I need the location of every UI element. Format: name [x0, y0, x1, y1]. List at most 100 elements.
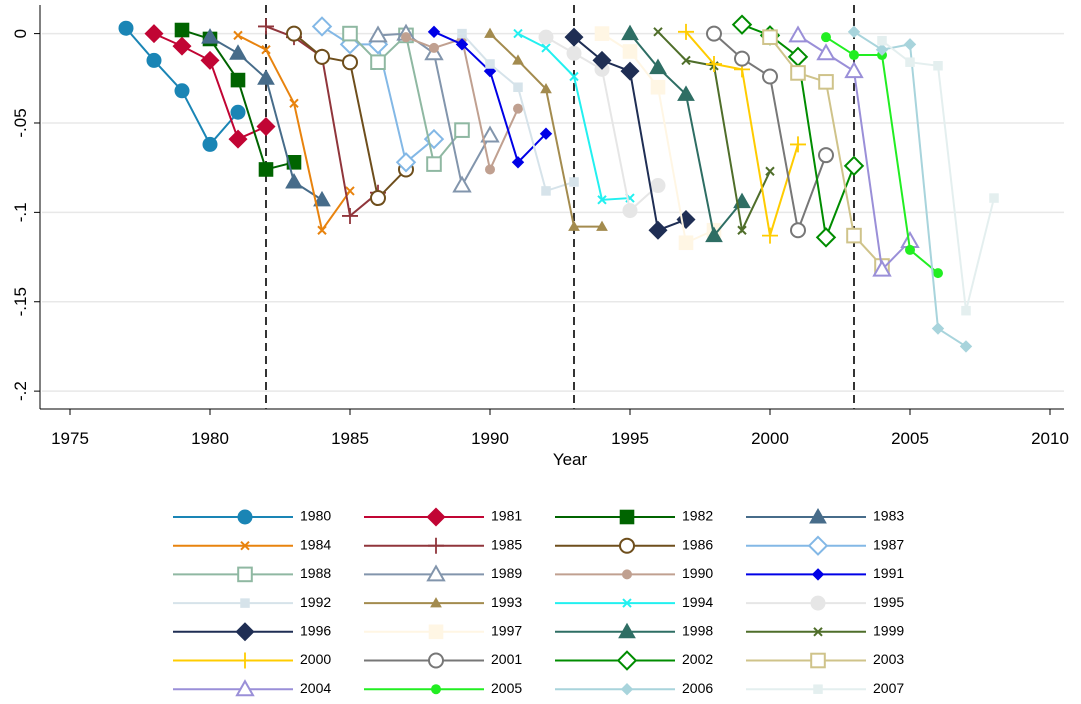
legend-label: 2001 — [491, 651, 522, 667]
marker — [513, 103, 523, 114]
legend-label: 1989 — [491, 565, 522, 581]
marker — [541, 43, 551, 53]
marker — [174, 22, 190, 38]
marker — [989, 193, 999, 203]
marker — [706, 25, 722, 42]
legend-marker — [616, 650, 638, 671]
marker — [201, 28, 219, 44]
marker — [541, 186, 551, 196]
marker — [677, 85, 695, 101]
legend-label: 1998 — [682, 623, 713, 639]
marker — [737, 225, 747, 235]
marker — [314, 48, 330, 65]
marker — [311, 16, 333, 37]
legend-marker — [619, 537, 635, 554]
marker — [172, 36, 192, 56]
marker — [395, 152, 417, 173]
legend-label: 1992 — [300, 594, 331, 610]
marker — [342, 207, 358, 224]
marker — [370, 190, 386, 207]
marker — [457, 28, 467, 39]
marker — [705, 226, 723, 243]
marker — [903, 38, 917, 51]
x-axis-title: Year — [553, 450, 588, 469]
marker — [905, 244, 915, 255]
marker — [538, 29, 554, 45]
legend-label: 2004 — [300, 680, 331, 696]
legend-label: 1997 — [491, 623, 522, 639]
marker — [872, 259, 892, 277]
marker — [621, 24, 639, 41]
marker — [818, 74, 834, 90]
marker — [787, 46, 809, 68]
legend-label: 1996 — [300, 623, 331, 639]
marker — [877, 36, 887, 46]
legend-marker — [428, 624, 444, 640]
marker — [961, 305, 971, 316]
marker — [790, 222, 806, 239]
marker — [429, 42, 439, 53]
legend-label: 2005 — [491, 680, 522, 696]
marker — [539, 127, 553, 140]
marker — [513, 28, 523, 39]
legend-marker — [430, 597, 442, 608]
marker — [622, 203, 638, 219]
marker — [569, 177, 579, 187]
legend-marker — [813, 627, 823, 637]
marker — [844, 61, 864, 79]
marker — [650, 79, 666, 95]
marker — [512, 54, 524, 65]
marker — [843, 155, 865, 177]
legend-marker — [237, 566, 253, 583]
marker — [821, 32, 831, 43]
legend-label: 1993 — [491, 594, 522, 610]
marker — [485, 59, 495, 69]
legend-label: 1994 — [682, 594, 713, 610]
marker — [762, 68, 778, 85]
y-tick-label: -.05 — [11, 108, 30, 137]
marker — [564, 27, 584, 47]
marker — [846, 227, 862, 244]
x-tick-label: 1995 — [611, 429, 649, 448]
y-tick-label: -.2 — [11, 381, 30, 401]
marker — [959, 340, 973, 353]
marker — [317, 225, 327, 235]
marker — [256, 117, 276, 137]
x-tick-label: 1980 — [191, 429, 229, 448]
legend-label: 1987 — [873, 536, 904, 552]
marker — [480, 125, 500, 143]
marker — [762, 227, 778, 244]
marker — [818, 147, 834, 164]
x-tick-label: 1990 — [471, 429, 509, 448]
marker — [230, 104, 246, 120]
marker — [258, 18, 274, 35]
x-tick-label: 1975 — [51, 429, 89, 448]
x-tick-label: 2005 — [891, 429, 929, 448]
marker — [790, 136, 806, 153]
marker — [569, 71, 579, 82]
legend-label: 1980 — [300, 508, 331, 524]
legend-marker — [235, 622, 255, 642]
legend-label: 1986 — [682, 536, 713, 552]
marker — [426, 156, 442, 172]
marker — [681, 55, 691, 66]
marker — [678, 235, 694, 251]
legend-label: 1983 — [873, 508, 904, 524]
marker — [620, 61, 640, 81]
marker — [452, 175, 472, 193]
marker — [788, 25, 808, 43]
marker — [261, 44, 271, 55]
marker — [455, 38, 469, 51]
legend-marker — [431, 684, 441, 695]
marker — [650, 178, 666, 194]
marker — [345, 186, 355, 196]
marker — [905, 57, 915, 67]
marker — [285, 172, 303, 189]
marker — [706, 55, 722, 72]
x-tick-label: 2010 — [1031, 429, 1069, 448]
marker — [146, 52, 162, 68]
marker — [174, 83, 190, 99]
marker — [678, 23, 694, 40]
marker — [370, 54, 386, 71]
marker — [229, 44, 247, 60]
